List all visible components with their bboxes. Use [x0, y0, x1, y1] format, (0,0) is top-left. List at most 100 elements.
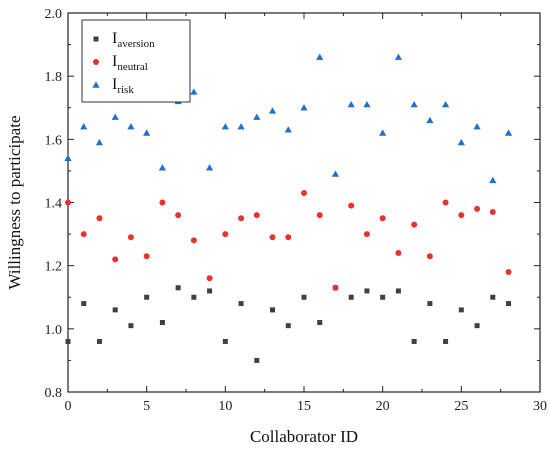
- neutral-point: [332, 284, 339, 291]
- neutral-point: [143, 253, 150, 260]
- risk-point: [457, 138, 465, 146]
- risk-point: [442, 100, 450, 108]
- aversion-point: [348, 294, 354, 300]
- aversion-point: [144, 294, 150, 300]
- risk-point: [394, 53, 402, 60]
- neutral-point: [395, 250, 402, 257]
- y-tick-label: 1.2: [45, 260, 63, 275]
- aversion-point: [443, 338, 449, 344]
- x-tick-label: 25: [454, 399, 468, 414]
- risk-point: [111, 113, 119, 120]
- aversion-point: [238, 301, 244, 307]
- aversion-point: [175, 285, 181, 291]
- y-tick-label: 1.8: [45, 70, 63, 85]
- neutral-point: [458, 212, 465, 219]
- risk-point: [316, 53, 324, 60]
- aversion-point: [364, 288, 370, 294]
- aversion-point: [317, 320, 323, 326]
- neutral-point: [348, 202, 355, 209]
- legend-label-subscript: aversion: [117, 38, 155, 50]
- risk-point: [410, 100, 418, 108]
- x-tick-label: 10: [218, 399, 232, 414]
- risk-point: [158, 164, 166, 171]
- neutral-point: [175, 212, 182, 219]
- risk-point: [80, 123, 88, 130]
- aversion-point: [474, 323, 480, 329]
- risk-point: [64, 154, 72, 161]
- neutral-point: [206, 275, 213, 282]
- neutral-point: [316, 212, 323, 219]
- legend-marker-risk: [92, 81, 100, 88]
- axis-tick-labels: 0 5 10 15 20 25 30 0.8 1.0 1.2 1.4 1.6 1.8 2.0: [45, 7, 548, 414]
- x-tick-label: 15: [297, 399, 311, 414]
- y-axis-title: Willingness to participate: [5, 116, 24, 290]
- x-tick-label: 5: [143, 399, 150, 414]
- legend-label-main: I: [112, 30, 117, 47]
- neutral-point: [159, 199, 166, 206]
- risk-point: [300, 104, 308, 111]
- data-points: [64, 53, 513, 363]
- neutral-point: [411, 221, 418, 228]
- risk-point: [253, 113, 261, 120]
- x-tick-label: 30: [533, 399, 547, 414]
- risk-point: [363, 100, 371, 108]
- legend-label-main: I: [112, 53, 117, 70]
- legend-marker-aversion: [93, 36, 99, 42]
- aversion-point: [222, 338, 228, 344]
- legend-label-subscript: risk: [117, 84, 134, 96]
- aversion-point: [285, 323, 291, 329]
- aversion-point: [159, 320, 165, 326]
- risk-point: [284, 126, 292, 133]
- neutral-point: [96, 215, 103, 222]
- legend-label-main: I: [112, 76, 117, 93]
- aversion-point: [128, 323, 134, 329]
- aversion-point: [254, 357, 260, 363]
- neutral-point: [80, 231, 87, 238]
- legend-label-aversion: Iaversion: [112, 30, 155, 50]
- risk-point: [221, 123, 229, 130]
- neutral-point: [301, 190, 307, 197]
- aversion-point: [207, 288, 213, 294]
- risk-point: [331, 170, 340, 177]
- x-tick-label: 0: [65, 399, 72, 414]
- x-axis-title: Collaborator ID: [250, 427, 358, 446]
- risk-point: [489, 176, 497, 184]
- aversion-point: [506, 301, 512, 307]
- risk-point: [143, 129, 151, 136]
- neutral-point: [127, 234, 134, 241]
- legend-box: [81, 19, 191, 103]
- legend-label-subscript: neutral: [117, 61, 148, 73]
- aversion-point: [380, 294, 386, 300]
- neutral-point: [269, 234, 276, 241]
- neutral-point: [442, 199, 449, 206]
- aversion-point: [65, 338, 71, 344]
- risk-point: [504, 129, 513, 136]
- neutral-point: [363, 231, 370, 238]
- neutral-point: [474, 205, 481, 212]
- x-tick-label: 20: [376, 399, 390, 414]
- risk-point: [190, 88, 198, 95]
- aversion-point: [96, 338, 102, 344]
- neutral-point: [222, 231, 229, 238]
- aversion-point: [81, 301, 87, 307]
- neutral-point: [253, 212, 260, 219]
- risk-point: [473, 123, 481, 130]
- neutral-point: [505, 268, 512, 275]
- aversion-point: [458, 307, 464, 313]
- neutral-point: [190, 237, 197, 244]
- y-tick-label: 2.0: [45, 7, 63, 22]
- y-tick-label: 1.0: [45, 323, 63, 338]
- legend-label-neutral: Ineutral: [112, 53, 148, 73]
- risk-point: [237, 123, 245, 130]
- neutral-point: [238, 215, 245, 222]
- neutral-point: [285, 234, 292, 241]
- risk-point: [347, 100, 355, 108]
- aversion-point: [301, 294, 307, 300]
- aversion-point: [411, 338, 417, 344]
- aversion-point: [395, 288, 401, 294]
- aversion-point: [191, 294, 197, 300]
- aversion-point: [490, 294, 496, 300]
- series-neutral: [65, 190, 512, 291]
